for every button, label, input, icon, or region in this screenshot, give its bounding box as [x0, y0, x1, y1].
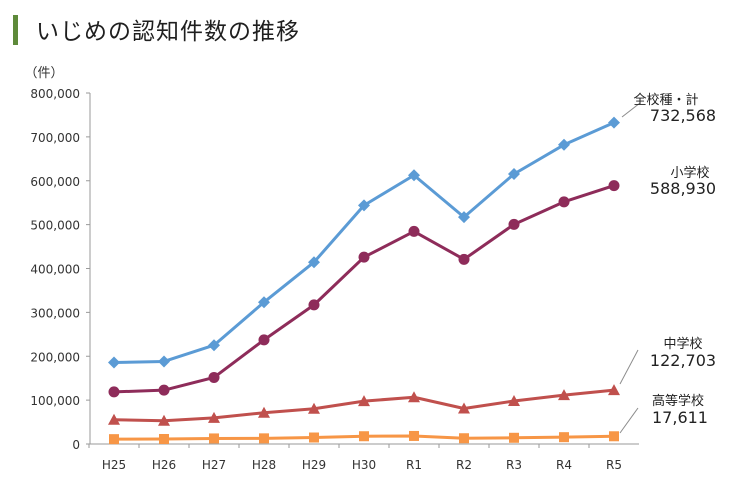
series-label: 中学校: [663, 336, 702, 352]
data-point: [308, 299, 320, 311]
data-point: [109, 434, 119, 445]
leader-line: [621, 102, 641, 118]
data-point: [458, 253, 470, 265]
y-tick-label: 200,000: [30, 350, 80, 364]
data-point: [158, 414, 170, 426]
data-point: [208, 411, 220, 423]
data-point: [609, 431, 619, 442]
data-point: [608, 180, 620, 192]
data-point: [359, 431, 369, 442]
series-value-label: 732,568: [650, 106, 716, 125]
x-tick-label: H29: [302, 458, 326, 472]
data-point: [558, 196, 570, 208]
x-tick-label: H27: [202, 458, 226, 472]
series-3: [108, 384, 620, 426]
series-label: 高等学校: [652, 393, 704, 409]
data-point: [259, 433, 269, 444]
data-point: [508, 395, 520, 407]
data-point: [309, 432, 319, 443]
data-point: [358, 251, 370, 263]
data-point: [608, 116, 620, 129]
page-title: いじめの認知件数の推移: [36, 19, 300, 45]
x-tick-label: R2: [456, 458, 472, 472]
data-point: [258, 296, 270, 309]
data-point: [458, 211, 470, 224]
series-line: [113, 184, 615, 394]
x-tick-label: H28: [252, 458, 276, 472]
data-point: [258, 334, 270, 346]
y-tick-label: 100,000: [30, 394, 80, 408]
series-value-label: 17,611: [652, 408, 708, 427]
x-tick-label: H30: [352, 458, 376, 472]
x-tick-label: R4: [556, 458, 572, 472]
data-point: [158, 384, 170, 396]
data-point: [559, 432, 569, 443]
data-point: [358, 395, 370, 407]
x-tick-label: R1: [406, 458, 422, 472]
data-point: [209, 433, 219, 444]
leader-line: [619, 407, 639, 434]
series-label: 小学校: [670, 165, 709, 181]
data-point: [258, 406, 270, 418]
data-point: [208, 371, 220, 383]
y-tick-label: 700,000: [30, 131, 80, 145]
data-point: [108, 386, 120, 398]
data-point: [108, 356, 120, 369]
x-tick-label: R5: [606, 458, 622, 472]
data-point: [508, 168, 520, 181]
data-point: [408, 391, 420, 403]
data-point: [159, 433, 169, 444]
series-2: [108, 180, 620, 398]
data-point: [409, 430, 419, 441]
y-axis-unit-label: （件）: [24, 66, 63, 81]
data-point: [308, 256, 320, 269]
data-point: [408, 169, 420, 182]
y-tick-label: 600,000: [30, 175, 80, 189]
data-point: [558, 138, 570, 151]
data-point: [558, 389, 570, 401]
series-label: 全校種・計: [633, 92, 698, 108]
data-point: [458, 402, 470, 414]
series-line: [113, 121, 615, 364]
data-point: [509, 432, 519, 443]
y-tick-label: 800,000: [30, 87, 80, 101]
data-point: [158, 355, 170, 368]
data-point: [408, 225, 420, 237]
data-point: [208, 339, 220, 352]
series-value-label: 588,930: [650, 179, 716, 198]
x-tick-label: H25: [102, 458, 126, 472]
data-point: [459, 433, 469, 444]
data-point: [108, 413, 120, 425]
series-4: [109, 430, 619, 445]
y-tick-label: 500,000: [30, 219, 80, 233]
title-accent-bar: [13, 15, 18, 45]
data-point: [308, 402, 320, 414]
leader-line: [619, 349, 639, 385]
x-tick-label: H26: [152, 458, 176, 472]
series-value-label: 122,703: [650, 351, 716, 370]
y-tick-label: 400,000: [30, 263, 80, 277]
y-tick-label: 0: [72, 438, 80, 452]
series-1: [108, 116, 620, 369]
data-point: [358, 199, 370, 212]
data-point: [608, 384, 620, 396]
x-tick-label: R3: [506, 458, 522, 472]
y-tick-label: 300,000: [30, 306, 80, 320]
data-point: [508, 218, 520, 230]
